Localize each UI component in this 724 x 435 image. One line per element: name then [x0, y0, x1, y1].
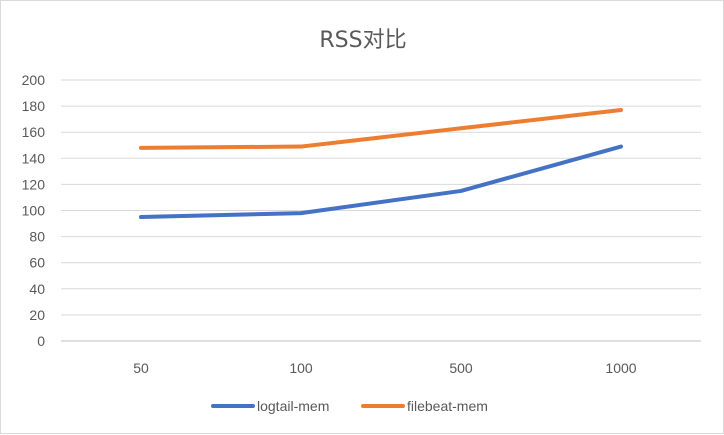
y-tick-label: 20 [29, 307, 45, 323]
y-tick-label: 160 [22, 124, 46, 140]
series-line-logtail-mem [141, 147, 621, 217]
legend-label-logtail-mem: logtail-mem [257, 398, 329, 414]
x-tick-label: 1000 [605, 360, 636, 376]
legend: logtail-mem filebeat-mem [213, 398, 488, 414]
y-tick-label: 0 [37, 333, 45, 349]
y-tick-label: 140 [22, 150, 46, 166]
chart-title: RSS对比 [319, 28, 406, 53]
y-tick-label: 40 [29, 281, 45, 297]
y-tick-label: 120 [22, 176, 46, 192]
x-tick-label: 100 [289, 360, 313, 376]
series-lines [141, 110, 621, 217]
y-tick-label: 180 [22, 98, 46, 114]
y-tick-label: 60 [29, 255, 45, 271]
y-tick-label: 80 [29, 229, 45, 245]
y-tick-label: 200 [22, 72, 46, 88]
legend-label-filebeat-mem: filebeat-mem [407, 398, 488, 414]
y-axis-ticks: 0 20 40 60 80 100 120 140 160 180 200 [22, 72, 46, 349]
x-tick-label: 50 [133, 360, 149, 376]
x-axis-ticks: 50 100 500 1000 [133, 360, 637, 376]
x-tick-label: 500 [449, 360, 473, 376]
gridlines [61, 80, 701, 341]
series-line-filebeat-mem [141, 110, 621, 148]
y-tick-label: 100 [22, 203, 46, 219]
